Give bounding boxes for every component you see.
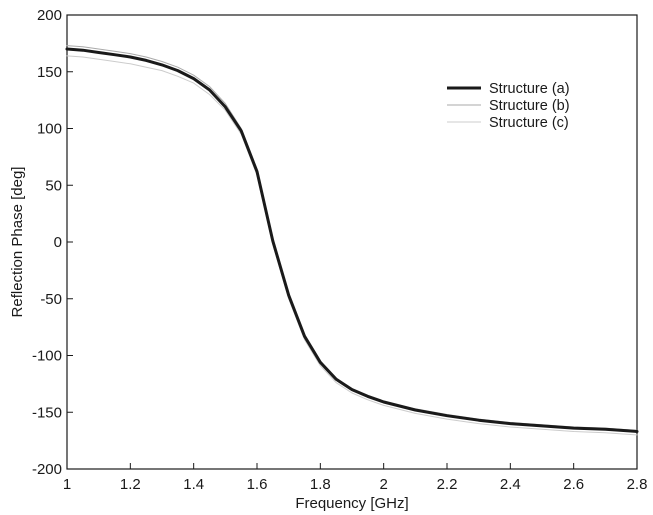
x-tick-label: 1.6 bbox=[247, 476, 268, 493]
y-tick-label: 100 bbox=[37, 121, 62, 138]
y-tick-label: 0 bbox=[54, 234, 62, 251]
x-tick-label: 2 bbox=[379, 476, 387, 493]
y-tick-label: 200 bbox=[37, 7, 62, 24]
legend-entry-label: Structure (a) bbox=[489, 81, 570, 97]
y-axis-label: Reflection Phase [deg] bbox=[9, 167, 26, 318]
x-tick-label: 2.4 bbox=[500, 476, 521, 493]
series-line-1 bbox=[65, 47, 639, 433]
y-tick-label: -100 bbox=[32, 348, 62, 365]
y-axis-ticks: 200 150 100 50 0 -50 -100 -150 -200 bbox=[32, 7, 73, 478]
x-tick-label: 1.8 bbox=[310, 476, 331, 493]
y-tick-label: 50 bbox=[45, 177, 62, 194]
x-tick-label: 1 bbox=[63, 476, 71, 493]
x-tick-label: 2.6 bbox=[563, 476, 584, 493]
x-tick-label: 1.2 bbox=[120, 476, 141, 493]
legend-entry-label: Structure (b) bbox=[489, 98, 570, 114]
y-tick-label: -150 bbox=[32, 404, 62, 421]
legend-entry-label: Structure (c) bbox=[489, 115, 569, 131]
series-lines bbox=[65, 45, 639, 436]
y-tick-label: -50 bbox=[40, 291, 62, 308]
x-tick-label: 2.2 bbox=[437, 476, 458, 493]
y-tick-label: 150 bbox=[37, 64, 62, 81]
x-tick-label: 1.4 bbox=[183, 476, 204, 493]
legend: Structure (a)Structure (b)Structure (c) bbox=[447, 81, 570, 131]
x-axis-label: Frequency [GHz] bbox=[295, 495, 408, 512]
x-axis-ticks: 1 1.2 1.4 1.6 1.8 2 2.2 2.4 2.6 2.8 bbox=[63, 463, 648, 493]
y-tick-label: -200 bbox=[32, 461, 62, 478]
x-tick-label: 2.8 bbox=[627, 476, 648, 493]
